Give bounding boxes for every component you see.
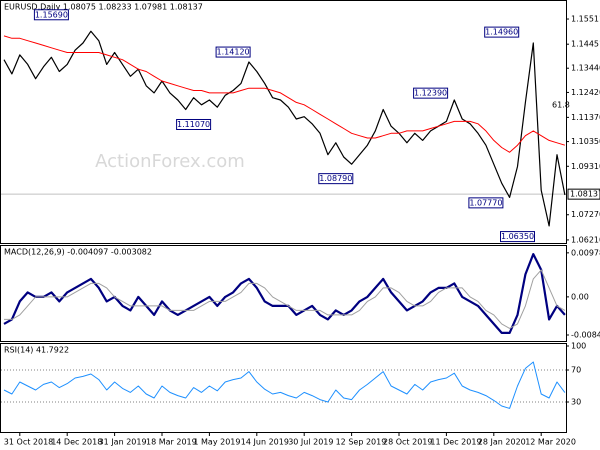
series-line — [4, 269, 566, 329]
price-label: 1.06350 — [501, 232, 534, 241]
price-label: 1.14960 — [485, 28, 518, 37]
last-price-box — [567, 188, 600, 200]
x-tick-label: 1 May 2019 — [193, 438, 240, 447]
price-label-box — [215, 46, 251, 58]
x-tick-label: 14 Dec 2018 — [51, 438, 102, 447]
price-label-box — [318, 173, 354, 185]
rsi-frame — [0, 343, 567, 433]
y-tick-label: -0.008464 — [571, 330, 600, 339]
x-tick-label: 14 Jun 2019 — [241, 438, 289, 447]
y-tick-label: 1.09310 — [571, 162, 600, 171]
price-label: 1.14120 — [217, 48, 250, 57]
macd-frame — [0, 245, 567, 342]
chart-title: EURUSD,Daily 1.08075 1.08233 1.07981 1.0… — [4, 3, 203, 12]
x-tick-label: 28 Jan 2020 — [478, 438, 526, 447]
price-label-box — [413, 87, 449, 99]
x-tick-label: 30 Jul 2019 — [288, 438, 333, 447]
price-label-box — [33, 9, 69, 21]
y-tick-label: 0.00978 — [571, 248, 600, 257]
y-tick-label: 0.00 — [571, 292, 589, 301]
y-tick-label: 1.11370 — [571, 113, 600, 122]
y-tick-label: 70 — [571, 366, 581, 375]
price-label: 1.08790 — [319, 174, 352, 183]
series-line — [3, 30, 566, 227]
y-tick-label: 1.07270 — [571, 210, 600, 219]
price-frame — [0, 0, 567, 244]
x-tick-label: 31 Jan 2019 — [99, 438, 147, 447]
y-tick-label: 30 — [571, 398, 581, 407]
y-tick-label: 1.13440 — [571, 64, 600, 73]
x-tick-label: 12 Sep 2019 — [336, 438, 387, 447]
y-tick-label: 1.06210 — [571, 235, 600, 244]
x-tick-label: 28 Oct 2019 — [383, 438, 432, 447]
last-price-label: 1.08137 — [570, 190, 600, 199]
price-label: 1.11070 — [177, 120, 210, 129]
fib-label: 61.8 — [552, 101, 570, 110]
y-tick-label: 1.12420 — [571, 88, 600, 97]
x-tick-label: 11 Dec 2019 — [430, 438, 481, 447]
macd-title: MACD(12,26,9) -0.004097 -0.003082 — [4, 248, 152, 257]
series-line — [3, 35, 566, 153]
x-tick-label: 12 Mar 2020 — [525, 438, 576, 447]
series-line — [3, 253, 566, 334]
y-tick-label: 100 — [571, 342, 586, 351]
y-tick-label: 1.10350 — [571, 137, 600, 146]
price-label-box — [500, 231, 535, 243]
price-label-box — [484, 26, 520, 38]
price-label-box — [468, 197, 504, 209]
x-tick-label: 18 Mar 2019 — [146, 438, 197, 447]
watermark: ActionForex.com — [95, 151, 245, 172]
price-label: 1.07770 — [469, 198, 502, 207]
x-tick-label: 31 Oct 2018 — [4, 438, 53, 447]
price-label: 1.12390 — [414, 89, 447, 98]
price-label-box — [176, 118, 212, 130]
series-line — [3, 361, 566, 409]
price-label: 1.15690 — [35, 10, 68, 19]
rsi-title: RSI(14) 41.7922 — [4, 346, 69, 355]
